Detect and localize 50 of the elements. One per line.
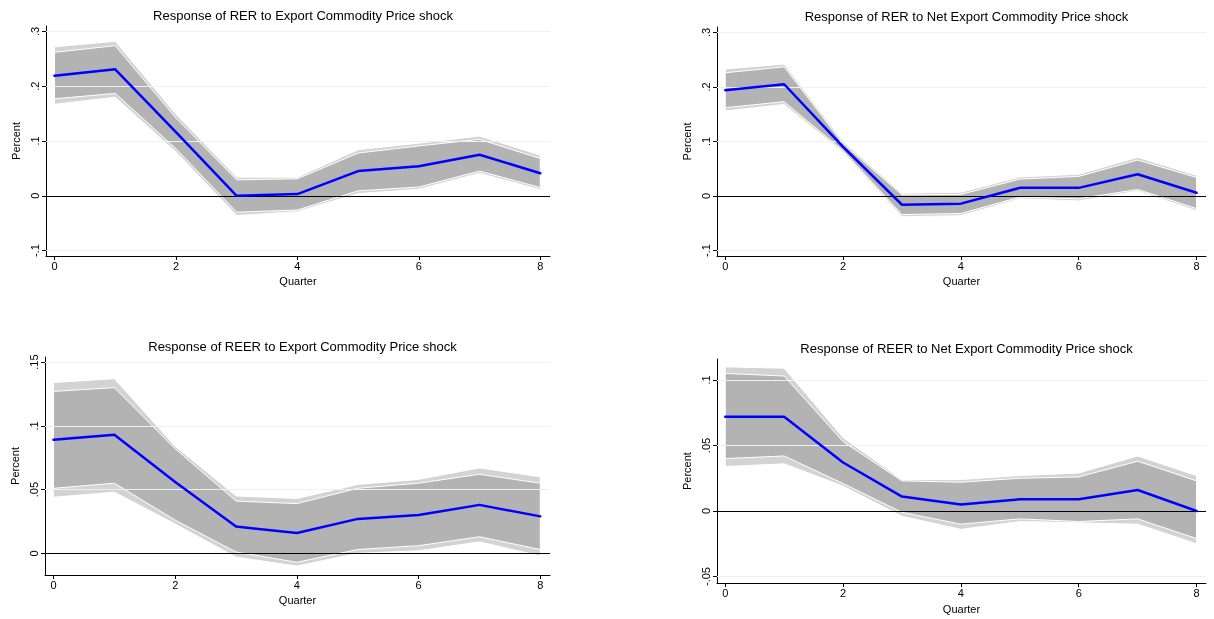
x-tick-label: 0 [51, 259, 58, 272]
x-tick-label: 8 [1193, 586, 1200, 599]
y-tick-label: .2 [699, 82, 712, 92]
y-tick-label: .1 [699, 136, 712, 147]
x-tick-label: 8 [537, 259, 544, 272]
x-tick-label: 0 [722, 586, 729, 599]
y-tick-label: .15 [27, 354, 40, 370]
y-axis-title: Percent [8, 447, 21, 485]
y-tick-label: 0 [27, 550, 40, 557]
x-tick-label: 6 [1075, 259, 1082, 272]
y-tick-label: .05 [27, 481, 40, 498]
x-tick-label: 4 [293, 578, 300, 591]
y-axis-title: Percent [680, 452, 693, 491]
chart-title: Response of RER to Net Export Commodity Price shock [804, 9, 1129, 24]
y-tick-label: 0 [699, 192, 712, 200]
x-tick-label: 2 [172, 259, 180, 272]
y-tick-label: -.1 [28, 244, 41, 257]
y-tick-label: .1 [28, 136, 41, 146]
y-tick-label: 0 [28, 192, 41, 199]
y-axis-title: Percent [9, 122, 22, 160]
chart-title: Response of REER to Export Commodity Price shock [148, 339, 458, 354]
y-tick-label: -.05 [699, 567, 712, 587]
x-tick-label: 6 [1075, 586, 1082, 599]
x-tick-label: 4 [957, 586, 964, 599]
y-tick-label: -.1 [699, 244, 712, 257]
y-tick-label: .2 [28, 81, 41, 91]
y-tick-label: .05 [699, 437, 712, 454]
x-tick-label: 6 [415, 578, 422, 591]
y-tick-label: 0 [699, 507, 712, 515]
x-axis-title: Quarter [942, 275, 981, 288]
x-tick-label: 4 [957, 259, 964, 272]
x-tick-label: 8 [537, 578, 544, 591]
x-tick-label: 2 [840, 586, 847, 599]
y-tick-label: .1 [27, 421, 40, 431]
chart-title: Response of RER to Export Commodity Price shock [153, 8, 454, 23]
x-axis-title: Quarter [278, 594, 317, 607]
x-tick-label: 2 [840, 259, 847, 272]
x-tick-label: 6 [415, 259, 422, 272]
x-tick-label: 0 [50, 578, 57, 591]
x-axis-title: Quarter [942, 602, 981, 615]
x-axis-title: Quarter [279, 275, 317, 288]
x-tick-label: 4 [294, 259, 301, 272]
x-tick-label: 8 [1193, 259, 1200, 272]
chart-title: Response of REER to Net Export Commodity Price shock [800, 341, 1134, 356]
y-tick-label: .3 [699, 27, 712, 38]
x-tick-label: 2 [172, 578, 179, 591]
x-tick-label: 0 [722, 259, 729, 272]
y-tick-label: .1 [699, 375, 712, 385]
y-axis-title: Percent [680, 122, 693, 161]
y-tick-label: .3 [28, 26, 41, 37]
